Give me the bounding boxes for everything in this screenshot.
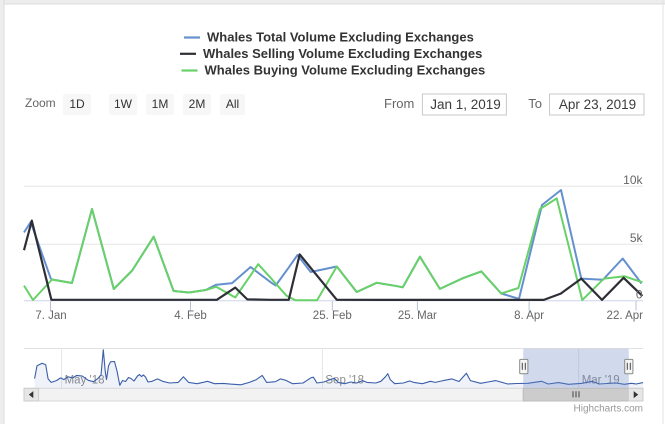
svg-text:8. Apr: 8. Apr bbox=[514, 310, 544, 322]
svg-text:7. Jan: 7. Jan bbox=[35, 310, 66, 322]
svg-text:Whales Buying Volume Excluding: Whales Buying Volume Excluding Exchanges bbox=[205, 63, 486, 78]
svg-text:1W: 1W bbox=[114, 97, 133, 111]
svg-text:Whales Total Volume Excluding: Whales Total Volume Excluding Exchanges bbox=[207, 30, 474, 45]
svg-text:Apr 23, 2019: Apr 23, 2019 bbox=[559, 97, 636, 112]
svg-text:Highcharts.com: Highcharts.com bbox=[574, 404, 643, 415]
svg-text:5k: 5k bbox=[630, 231, 644, 245]
svg-text:All: All bbox=[226, 97, 239, 111]
svg-text:Zoom: Zoom bbox=[25, 96, 56, 110]
svg-text:1M: 1M bbox=[152, 97, 169, 111]
svg-text:0: 0 bbox=[636, 288, 643, 302]
svg-text:25. Feb: 25. Feb bbox=[313, 310, 352, 322]
svg-text:2M: 2M bbox=[189, 97, 206, 111]
svg-text:May '18: May '18 bbox=[65, 375, 105, 387]
svg-text:Sep '18: Sep '18 bbox=[325, 375, 364, 387]
svg-text:From: From bbox=[384, 96, 414, 111]
svg-text:1D: 1D bbox=[69, 97, 85, 111]
svg-text:4. Feb: 4. Feb bbox=[174, 310, 207, 322]
svg-text:22. Apr: 22. Apr bbox=[607, 310, 644, 322]
svg-text:To: To bbox=[528, 96, 542, 111]
svg-text:Jan 1, 2019: Jan 1, 2019 bbox=[430, 97, 501, 112]
svg-text:10k: 10k bbox=[623, 173, 643, 187]
svg-text:25. Mar: 25. Mar bbox=[398, 310, 437, 322]
svg-text:Whales Selling Volume Excludin: Whales Selling Volume Excluding Exchange… bbox=[203, 46, 482, 61]
